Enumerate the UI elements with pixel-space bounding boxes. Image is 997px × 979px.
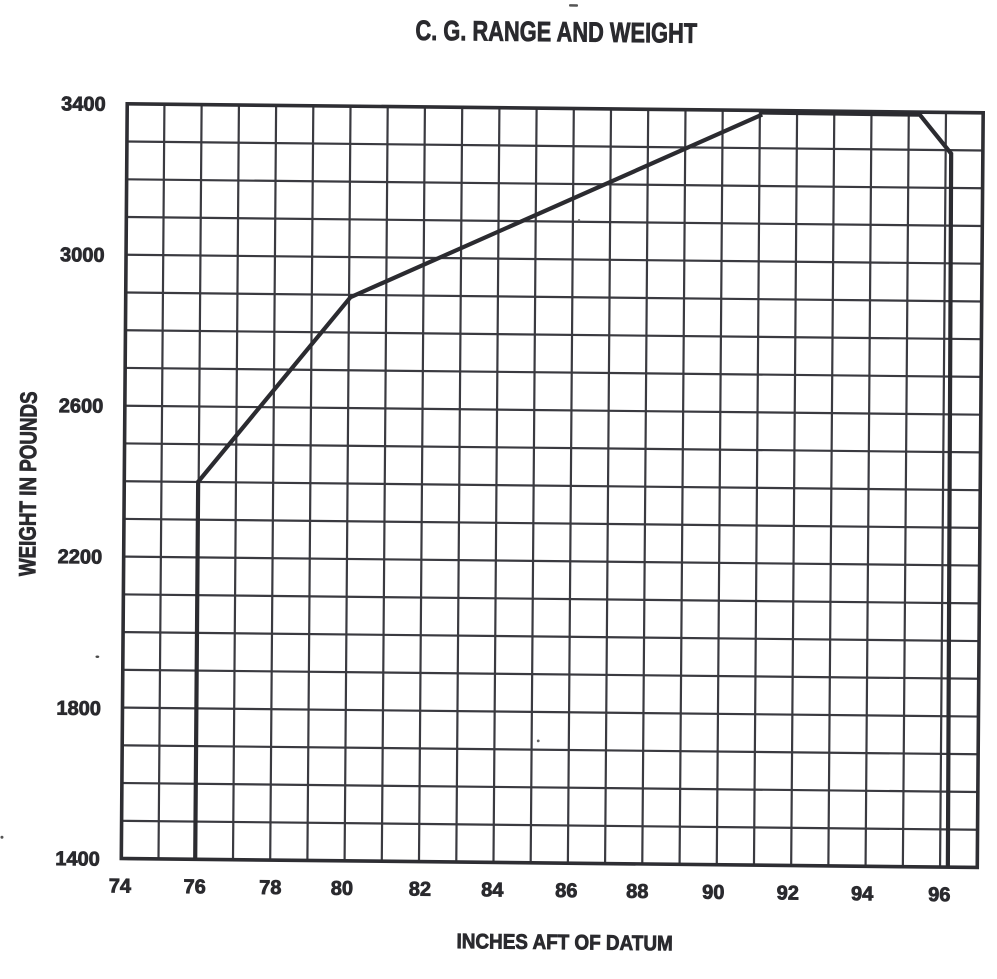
svg-text:78: 78 — [259, 877, 281, 899]
svg-text:84: 84 — [481, 879, 504, 901]
svg-text:74: 74 — [109, 875, 132, 897]
svg-text:WEIGHT IN POUNDS: WEIGHT IN POUNDS — [14, 391, 42, 576]
svg-text:90: 90 — [702, 882, 724, 904]
svg-text:94: 94 — [851, 883, 874, 905]
svg-text:1800: 1800 — [56, 698, 101, 720]
svg-text:INCHES AFT OF DATUM: INCHES AFT OF DATUM — [456, 930, 672, 955]
svg-text:86: 86 — [555, 880, 577, 902]
svg-text:3400: 3400 — [61, 93, 106, 115]
svg-text:80: 80 — [331, 878, 353, 900]
svg-text:3000: 3000 — [60, 244, 105, 266]
svg-text:82: 82 — [409, 879, 431, 901]
svg-text:2200: 2200 — [58, 546, 103, 568]
svg-text:96: 96 — [928, 884, 950, 906]
svg-text:88: 88 — [626, 881, 648, 903]
svg-text:C. G. RANGE AND WEIGHT: C. G. RANGE AND WEIGHT — [415, 15, 698, 49]
svg-text:92: 92 — [777, 882, 799, 904]
svg-text:76: 76 — [183, 876, 205, 898]
svg-text:2600: 2600 — [59, 395, 104, 417]
svg-text:1400: 1400 — [55, 848, 100, 870]
